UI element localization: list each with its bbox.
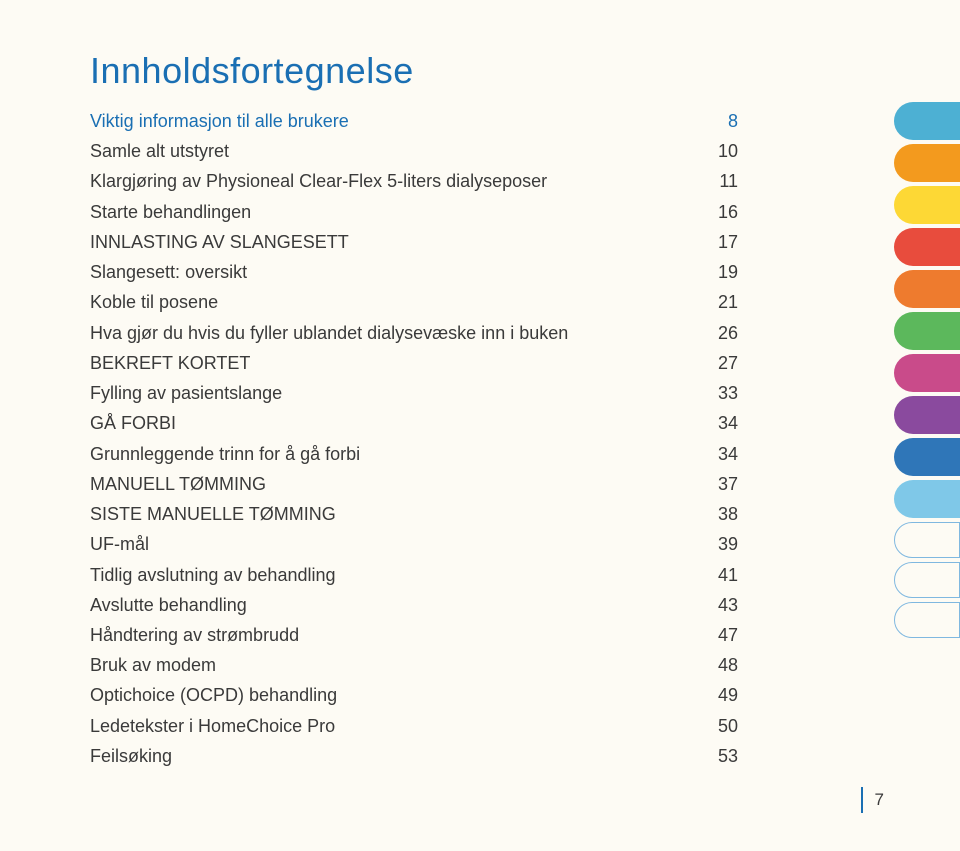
toc-page: 16 xyxy=(718,197,738,227)
toc-row: Samle alt utstyret 10 xyxy=(90,136,738,166)
toc-label: SISTE MANUELLE TØMMING xyxy=(90,499,336,529)
toc-page: 17 xyxy=(718,227,738,257)
side-tab xyxy=(894,228,960,266)
toc-page: 39 xyxy=(718,529,738,559)
toc-page: 34 xyxy=(718,439,738,469)
toc-label: Optichoice (OCPD) behandling xyxy=(90,680,337,710)
side-tab xyxy=(894,144,960,182)
toc-row: Starte behandlingen 16 xyxy=(90,197,738,227)
toc-row: Optichoice (OCPD) behandling 49 xyxy=(90,680,738,710)
footer-divider xyxy=(861,787,863,813)
toc-label: GÅ FORBI xyxy=(90,408,176,438)
toc-row: Ledetekster i HomeChoice Pro 50 xyxy=(90,711,738,741)
toc-label: Ledetekster i HomeChoice Pro xyxy=(90,711,335,741)
side-tab xyxy=(894,312,960,350)
toc-page: 8 xyxy=(728,106,738,136)
toc-row: Slangesett: oversikt 19 xyxy=(90,257,738,287)
toc-label: Bruk av modem xyxy=(90,650,216,680)
toc-page: 41 xyxy=(718,560,738,590)
toc-label: Klargjøring av Physioneal Clear-Flex 5-l… xyxy=(90,166,547,196)
side-tab xyxy=(894,602,960,638)
side-tab xyxy=(894,354,960,392)
toc-page: 47 xyxy=(718,620,738,650)
side-tab xyxy=(894,438,960,476)
toc-label: Tidlig avslutning av behandling xyxy=(90,560,336,590)
toc-label: MANUELL TØMMING xyxy=(90,469,266,499)
toc-page: 10 xyxy=(718,136,738,166)
toc-label: Avslutte behandling xyxy=(90,590,247,620)
toc-page: 21 xyxy=(718,287,738,317)
toc-row: Koble til posene 21 xyxy=(90,287,738,317)
toc-label: Samle alt utstyret xyxy=(90,136,229,166)
toc-label: Viktig informasjon til alle brukere xyxy=(90,106,349,136)
toc-row: MANUELL TØMMING 37 xyxy=(90,469,738,499)
toc-page: 53 xyxy=(718,741,738,771)
toc-page: 26 xyxy=(718,318,738,348)
side-tab xyxy=(894,522,960,558)
toc-page: 33 xyxy=(718,378,738,408)
side-tab xyxy=(894,270,960,308)
page-number-footer: 7 xyxy=(861,787,884,813)
toc-row: BEKREFT KORTET 27 xyxy=(90,348,738,378)
toc-page: 49 xyxy=(718,680,738,710)
toc-row: Hva gjør du hvis du fyller ublandet dial… xyxy=(90,318,738,348)
toc-row: Klargjøring av Physioneal Clear-Flex 5-l… xyxy=(90,166,738,196)
toc-label: UF-mål xyxy=(90,529,149,559)
toc-row: GÅ FORBI 34 xyxy=(90,408,738,438)
toc-page: 34 xyxy=(718,408,738,438)
toc-label: Slangesett: oversikt xyxy=(90,257,247,287)
page-title: Innholdsfortegnelse xyxy=(90,50,870,92)
toc-row: Feilsøking 53 xyxy=(90,741,738,771)
toc-row: Grunnleggende trinn for å gå forbi 34 xyxy=(90,439,738,469)
toc-page: 27 xyxy=(718,348,738,378)
toc-page: 19 xyxy=(718,257,738,287)
side-tab xyxy=(894,186,960,224)
toc-label: Feilsøking xyxy=(90,741,172,771)
side-tab xyxy=(894,480,960,518)
toc-page: 11 xyxy=(719,166,738,196)
footer-page-number: 7 xyxy=(875,790,884,810)
side-tab xyxy=(894,562,960,598)
toc-label: Fylling av pasientslange xyxy=(90,378,282,408)
toc-page: 37 xyxy=(718,469,738,499)
toc-label: Koble til posene xyxy=(90,287,218,317)
toc-label: Starte behandlingen xyxy=(90,197,251,227)
toc-label: BEKREFT KORTET xyxy=(90,348,250,378)
toc-page: 38 xyxy=(718,499,738,529)
toc-row: Håndtering av strømbrudd 47 xyxy=(90,620,738,650)
side-tab xyxy=(894,396,960,434)
toc-label: Grunnleggende trinn for å gå forbi xyxy=(90,439,360,469)
side-tab xyxy=(894,102,960,140)
toc-row: Avslutte behandling 43 xyxy=(90,590,738,620)
table-of-contents: Viktig informasjon til alle brukere8Saml… xyxy=(90,106,738,771)
toc-row: Bruk av modem 48 xyxy=(90,650,738,680)
toc-label: INNLASTING AV SLANGESETT xyxy=(90,227,349,257)
toc-row: Viktig informasjon til alle brukere 8 xyxy=(90,106,738,136)
toc-page: 48 xyxy=(718,650,738,680)
toc-row: UF-mål 39 xyxy=(90,529,738,559)
toc-row: SISTE MANUELLE TØMMING 38 xyxy=(90,499,738,529)
toc-label: Håndtering av strømbrudd xyxy=(90,620,299,650)
side-tabs xyxy=(894,102,960,642)
toc-page: 50 xyxy=(718,711,738,741)
toc-page: 43 xyxy=(718,590,738,620)
toc-row: INNLASTING AV SLANGESETT 17 xyxy=(90,227,738,257)
toc-label: Hva gjør du hvis du fyller ublandet dial… xyxy=(90,318,568,348)
toc-row: Tidlig avslutning av behandling 41 xyxy=(90,560,738,590)
toc-row: Fylling av pasientslange 33 xyxy=(90,378,738,408)
page-container: Innholdsfortegnelse Viktig informasjon t… xyxy=(0,0,960,771)
